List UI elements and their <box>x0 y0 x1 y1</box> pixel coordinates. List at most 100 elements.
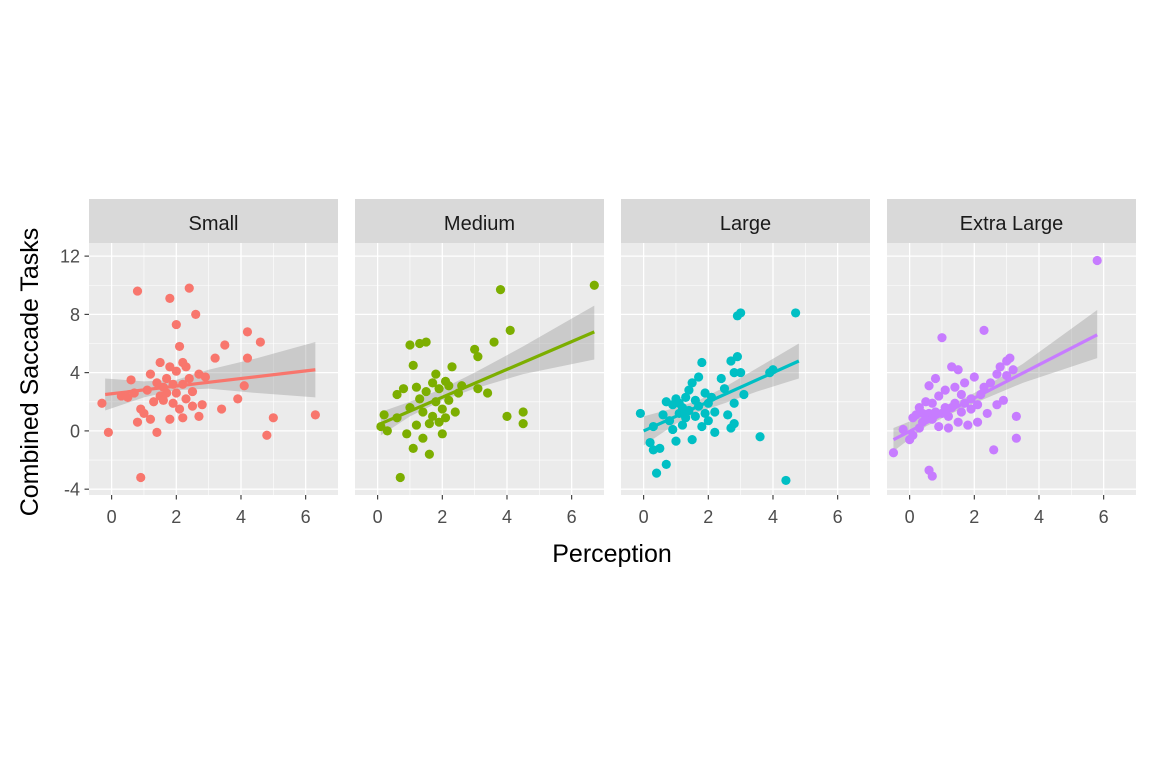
facet-panel-extra-large: Extra Large <box>887 199 1136 495</box>
data-point <box>723 410 733 420</box>
data-point <box>392 389 402 400</box>
data-point <box>940 403 950 413</box>
data-point <box>262 430 272 440</box>
facet-strip <box>621 199 870 243</box>
data-point <box>242 327 253 337</box>
data-point <box>972 400 983 410</box>
data-point <box>132 286 143 296</box>
y-tick-label: 0 <box>70 421 80 441</box>
data-point <box>418 433 428 443</box>
x-tick-label: 2 <box>171 507 181 527</box>
data-point <box>428 378 438 388</box>
data-point <box>482 388 493 398</box>
data-point <box>658 410 668 420</box>
x-tick-label: 4 <box>502 507 512 527</box>
facet-panel-medium: Medium <box>355 199 604 495</box>
data-point <box>216 404 227 414</box>
data-point <box>239 381 249 391</box>
data-point <box>960 378 970 388</box>
regression-line <box>380 330 595 426</box>
data-point <box>431 369 441 379</box>
data-point <box>979 325 989 335</box>
facet-panel-large: Large <box>621 199 870 495</box>
panel-background <box>621 243 870 495</box>
data-point <box>411 382 422 392</box>
data-point <box>655 443 665 453</box>
y-tick-label: 8 <box>70 305 80 325</box>
data-point <box>930 373 941 384</box>
data-point <box>181 362 191 372</box>
data-point <box>220 340 230 350</box>
data-point <box>233 394 243 404</box>
data-point <box>165 362 175 372</box>
data-point <box>982 408 992 419</box>
x-tick-label: 6 <box>567 507 577 527</box>
data-point <box>791 308 801 318</box>
data-point <box>145 369 156 379</box>
data-point <box>736 368 746 378</box>
data-point <box>470 344 480 354</box>
data-point <box>171 366 181 376</box>
data-point <box>726 356 736 366</box>
data-point <box>1011 433 1021 443</box>
facet-strip-label: Large <box>720 213 771 235</box>
panel-background <box>355 243 604 495</box>
data-point <box>668 424 678 435</box>
facet-strip-label: Extra Large <box>960 213 1063 235</box>
data-point <box>450 407 460 417</box>
data-point <box>408 443 418 453</box>
data-point <box>139 408 149 419</box>
data-point <box>103 427 114 437</box>
data-point <box>398 384 409 394</box>
data-point <box>681 413 691 423</box>
data-point <box>437 404 447 414</box>
facet-strip <box>89 199 338 243</box>
data-point <box>703 416 713 426</box>
data-point <box>440 413 451 423</box>
data-point <box>956 407 966 417</box>
data-point <box>421 337 431 347</box>
data-point <box>710 427 720 437</box>
data-point <box>428 411 438 421</box>
data-point <box>927 471 937 481</box>
data-point <box>505 325 515 335</box>
data-point <box>687 378 697 388</box>
data-point <box>268 413 278 423</box>
facet-strip-label: Small <box>188 213 238 235</box>
y-tick-label: 12 <box>60 247 80 267</box>
data-point <box>437 429 447 439</box>
x-tick-label: 4 <box>236 507 246 527</box>
data-point <box>194 411 204 421</box>
data-point <box>210 353 220 363</box>
data-point <box>700 408 710 419</box>
data-point <box>132 417 143 427</box>
data-point <box>681 392 691 403</box>
data-point <box>473 352 483 362</box>
data-point <box>729 398 739 408</box>
data-point <box>969 372 979 382</box>
data-point <box>1011 411 1021 421</box>
data-point <box>191 309 201 319</box>
data-point <box>950 382 960 392</box>
data-point <box>447 362 457 372</box>
data-point <box>145 414 156 424</box>
x-axis: 0 2 4 6 0 2 4 6 0 2 4 6 0 2 4 6 <box>107 495 1109 527</box>
data-point <box>184 373 194 384</box>
data-point <box>421 386 431 397</box>
data-point <box>158 395 168 405</box>
data-point <box>671 436 681 446</box>
data-point <box>1002 370 1012 381</box>
x-tick-label: 0 <box>639 507 649 527</box>
data-point <box>405 340 415 350</box>
data-point <box>953 417 963 427</box>
data-point <box>972 417 983 427</box>
data-point <box>184 283 194 293</box>
data-point <box>200 372 211 382</box>
data-point <box>694 372 704 382</box>
data-point <box>924 381 934 391</box>
x-tick-label: 0 <box>373 507 383 527</box>
facet-strip-label: Medium <box>444 213 515 235</box>
regression-line <box>642 359 800 433</box>
data-point <box>716 373 726 384</box>
data-point <box>739 389 749 400</box>
